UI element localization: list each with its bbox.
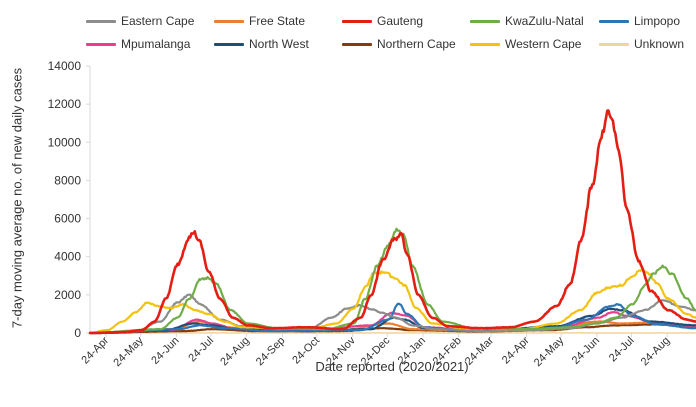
legend-item-free-state: Free State (214, 13, 305, 29)
x-tick-label: 24-Aug (218, 335, 252, 369)
legend-item-mpumalanga: Mpumalanga (86, 36, 190, 52)
legend-item-gauteng: Gauteng (342, 13, 423, 29)
legend-item-limpopo: Limpopo (599, 13, 680, 29)
legend-swatch-eastern-cape (86, 19, 116, 23)
legend-swatch-mpumalanga (86, 42, 116, 46)
series-line-limpopo (88, 302, 696, 335)
x-tick-label: 24-Jul (186, 335, 216, 365)
series-line-kwazulu-natal (88, 227, 696, 335)
legend-swatch-limpopo (599, 19, 629, 23)
x-tick-label: 24-Apr (79, 334, 111, 366)
x-tick-label: 24-May (111, 334, 146, 369)
legend-item-western-cape: Western Cape (470, 36, 581, 52)
legend-item-kwazulu-natal: KwaZulu-Natal (470, 13, 584, 29)
legend-item-eastern-cape: Eastern Cape (86, 13, 194, 29)
legend-label: Limpopo (634, 14, 681, 28)
legend-swatch-unknown (599, 42, 629, 46)
legend-item-northern-cape: Northern Cape (342, 36, 456, 52)
y-tick-label: 0 (74, 326, 81, 340)
x-tick-label: 24-May (532, 334, 567, 369)
x-tick-label: 24-Jun (570, 335, 602, 367)
y-tick-label: 6000 (54, 212, 81, 226)
legend-label: Unknown (634, 37, 685, 51)
chart-legend: Eastern Cape Free State Gauteng KwaZulu-… (0, 0, 696, 60)
legend-item-unknown: Unknown (599, 36, 684, 52)
legend-label: Mpumalanga (121, 37, 191, 51)
legend-swatch-free-state (214, 19, 244, 23)
legend-label: Northern Cape (377, 37, 456, 51)
legend-swatch-western-cape (470, 42, 500, 46)
y-tick-label: 4000 (54, 250, 81, 264)
series-line-northern-cape (88, 323, 696, 335)
legend-label: Eastern Cape (121, 14, 195, 28)
y-tick-label: 8000 (54, 173, 81, 187)
x-tick-label: 24-Aug (639, 335, 673, 369)
y-tick-label: 2000 (54, 288, 81, 302)
legend-swatch-north-west (214, 42, 244, 46)
y-tick-label: 14000 (48, 59, 82, 73)
legend-item-north-west: North West (214, 36, 309, 52)
x-tick-label: 24-Jul (607, 335, 637, 365)
series-line-western-cape (88, 268, 696, 335)
y-tick-label: 10000 (48, 135, 82, 149)
x-tick-label: 24-Sep (254, 335, 288, 369)
y-tick-label: 12000 (48, 97, 82, 111)
legend-label: Western Cape (505, 37, 582, 51)
legend-label: KwaZulu-Natal (505, 14, 584, 28)
x-tick-label: 24-Jun (149, 335, 181, 367)
legend-label: Gauteng (377, 14, 424, 28)
series-line-gauteng (88, 109, 696, 335)
legend-swatch-northern-cape (342, 42, 372, 46)
legend-swatch-gauteng (342, 19, 372, 23)
x-tick-label: 24-Apr (500, 334, 532, 366)
legend-label: Free State (249, 14, 306, 28)
legend-swatch-kwazulu-natal (470, 19, 500, 23)
y-axis-title: 7-day moving average no. of new daily ca… (9, 67, 25, 329)
legend-label: North West (249, 37, 309, 51)
x-axis-title: Date reported (2020/2021) (315, 359, 469, 374)
